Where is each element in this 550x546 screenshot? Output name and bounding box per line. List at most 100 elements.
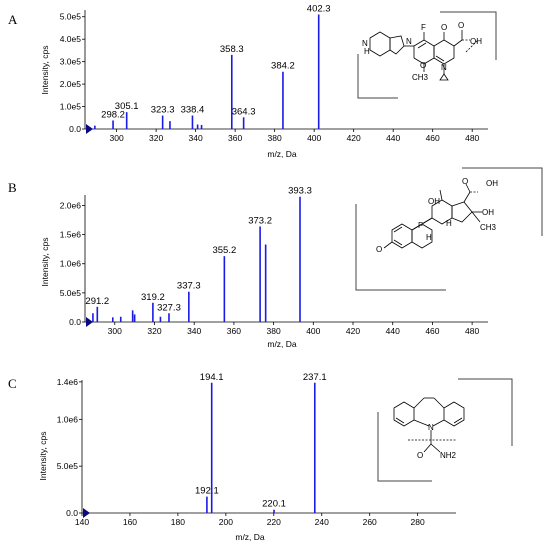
y-axis-title-c: Intensity, cps (38, 432, 48, 481)
x-tick-label: 340 (189, 133, 203, 143)
y-tick-label: 1.5e6 (60, 230, 82, 240)
x-tick-label: 420 (347, 133, 361, 143)
atom-label: OH (486, 179, 498, 188)
atom-label: OH (482, 208, 494, 217)
x-tick-label: 460 (425, 326, 439, 336)
peak-label: 327.3 (157, 302, 181, 313)
y-tick-label: 0.0 (66, 508, 78, 518)
x-tick-label: 360 (227, 326, 241, 336)
x-tick-label: 380 (267, 326, 281, 336)
peak-label: 393.3 (288, 186, 312, 197)
x-tick-label: 480 (465, 326, 479, 336)
y-tick-label: 2.0e5 (60, 79, 82, 89)
atom-label: H (446, 219, 452, 228)
x-axis-title-c: m/z, Da (235, 532, 265, 542)
y-tick-label: 1.0e5 (60, 102, 82, 112)
x-tick-label: 440 (386, 133, 400, 143)
x-ticks-a: 300 320 340 360 380 400 420 440 460 480 (110, 129, 480, 143)
peak-label: 337.3 (177, 281, 201, 292)
peak-label: 355.2 (212, 245, 236, 256)
x-tick-label: 300 (108, 326, 122, 336)
peak-label: 192.1 (195, 486, 219, 497)
molecule-labels-b: O OH OH OH F H H CH3 O (376, 177, 498, 254)
x-tick-label: 380 (268, 133, 282, 143)
x-tick-label: 320 (149, 133, 163, 143)
y-tick-label: 3.0e5 (60, 57, 82, 67)
atom-label: O (462, 177, 468, 186)
origin-marker-a (86, 124, 93, 134)
x-tick-label: 440 (386, 326, 400, 336)
atom-label: F (421, 23, 426, 32)
y-tick-label: 2.0e6 (60, 200, 82, 210)
x-tick-label: 140 (75, 517, 89, 527)
atom-label: O (420, 61, 426, 70)
panel-c: C Intensity, cps m/z, Da 0.0 5.0e5 1.0e6 1.… (8, 372, 513, 542)
x-ticks-b: 300 320 340 360 380 400 420 440 460 480 (108, 322, 479, 336)
x-ticks-c: 140 160 180 200 220 240 260 280 (75, 513, 425, 527)
bracket-b-lower (355, 204, 446, 291)
x-tick-label: 400 (307, 133, 321, 143)
x-tick-label: 160 (123, 517, 137, 527)
y-tick-label: 4.0e5 (60, 34, 82, 44)
x-axis-title-a: m/z, Da (267, 149, 297, 159)
bracket-c-lower (377, 412, 432, 482)
y-tick-label: 0.0 (69, 317, 81, 327)
x-tick-label: 400 (306, 326, 320, 336)
atom-label: F (418, 221, 423, 230)
panel-letter-b: B (8, 180, 17, 195)
peak-label: 220.1 (262, 499, 286, 510)
x-axis-title-b: m/z, Da (267, 339, 297, 349)
x-tick-label: 240 (315, 517, 329, 527)
x-tick-label: 300 (110, 133, 124, 143)
origin-marker-b (86, 317, 93, 327)
peak-label: 338.4 (181, 105, 205, 116)
y-tick-label: 5.0e5 (60, 12, 82, 22)
atom-label: N (362, 39, 368, 48)
y-ticks-b: 0.0 5.0e5 1.0e6 1.5e6 2.0e6 (60, 200, 85, 327)
peak-label: 323.3 (151, 105, 175, 116)
peak-label: 237.1 (303, 372, 327, 383)
atom-label: OH (470, 37, 482, 46)
y-tick-label: 1.4e6 (57, 377, 79, 387)
atom-label: NH2 (440, 451, 457, 460)
peak-label: 291.2 (85, 296, 109, 307)
origin-marker-c (83, 508, 90, 518)
atom-label: OH (428, 197, 440, 206)
y-tick-label: 1.0e6 (57, 414, 79, 424)
atom-label: CH3 (412, 73, 429, 82)
y-axis-title-a: Intensity, cps (40, 46, 50, 95)
y-ticks-c: 0.0 5.0e5 1.0e6 1.4e6 (57, 377, 82, 518)
atom-label: H (426, 233, 432, 242)
atom-label: N (428, 423, 434, 432)
bracket-c (458, 378, 513, 446)
panel-letter-a: A (8, 12, 18, 27)
x-tick-label: 260 (363, 517, 377, 527)
y-tick-label: 0.0 (69, 124, 81, 134)
x-tick-label: 420 (346, 326, 360, 336)
panel-letter-c: C (8, 376, 17, 391)
atom-label: O (376, 245, 382, 254)
y-axis-title-b: Intensity, cps (40, 238, 50, 287)
x-tick-label: 360 (228, 133, 242, 143)
y-tick-label: 5.0e5 (57, 461, 79, 471)
peak-label: 373.2 (248, 215, 272, 226)
molecule-labels-c: N O NH2 (417, 423, 457, 460)
x-tick-label: 220 (267, 517, 281, 527)
y-tick-label: 1.0e6 (60, 259, 82, 269)
atom-label: N (406, 37, 412, 46)
peaks-c: 192.1 194.1 220.1 237.1 (195, 372, 327, 513)
panel-b: B Intensity, cps m/z, Da 0.0 5.0e5 1.0e6 1.… (8, 167, 543, 349)
peak-label: 298.2 (101, 109, 125, 120)
panel-a: A Intensity, cps m/z, Da 0.0 1.0e5 2.0e5 3.… (8, 3, 497, 159)
bracket-a-lower (357, 54, 398, 99)
x-tick-label: 280 (411, 517, 425, 527)
peak-label: 364.3 (232, 106, 256, 117)
bracket-a (440, 11, 497, 60)
x-tick-label: 480 (465, 133, 479, 143)
x-tick-label: 340 (187, 326, 201, 336)
atom-label: H (364, 47, 370, 56)
peak-label: 305.1 (115, 101, 139, 112)
